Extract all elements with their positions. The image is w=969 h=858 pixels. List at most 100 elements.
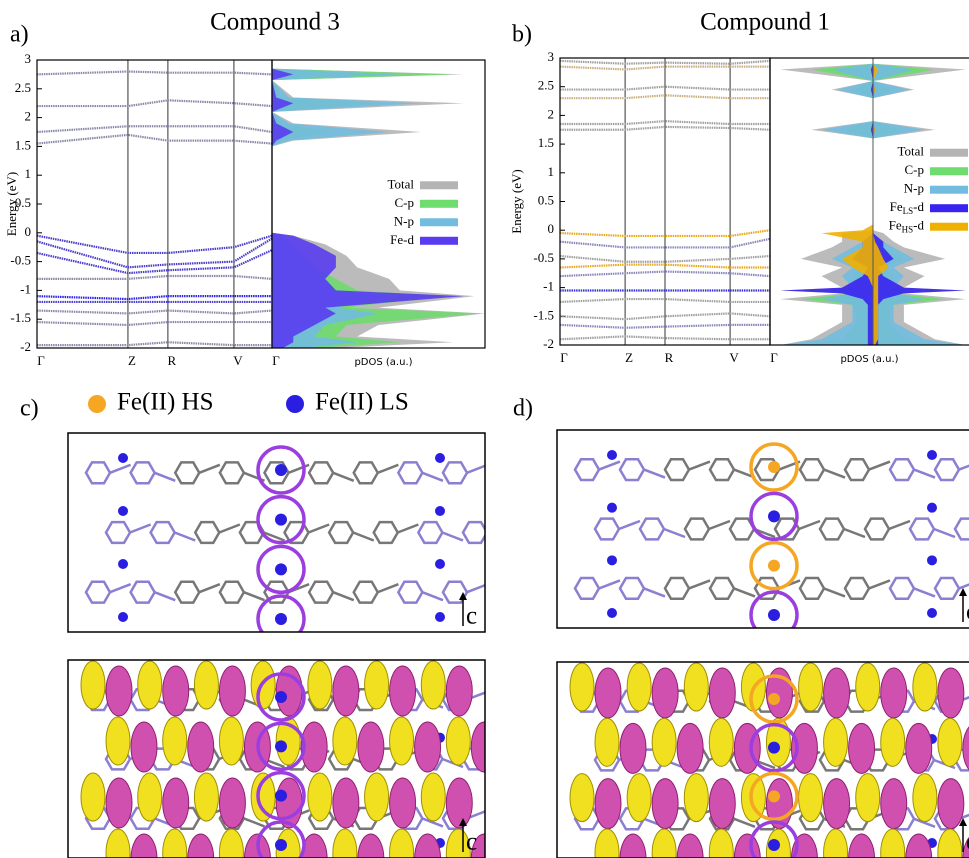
atom bbox=[435, 612, 445, 622]
bond bbox=[868, 579, 891, 590]
isosurface bbox=[880, 667, 908, 719]
legend-swatch bbox=[930, 222, 968, 231]
band bbox=[36, 234, 273, 255]
site-ring bbox=[256, 770, 306, 821]
band bbox=[36, 125, 273, 134]
atom bbox=[275, 691, 287, 703]
axis-label: c bbox=[966, 829, 969, 856]
bond bbox=[421, 591, 444, 602]
ring bbox=[708, 457, 736, 482]
panel-label: a) bbox=[10, 22, 29, 48]
site-ring bbox=[749, 722, 799, 773]
isosurface bbox=[619, 833, 647, 858]
isosurface bbox=[619, 722, 647, 774]
chart-title: Compound 1 bbox=[700, 9, 830, 36]
ring bbox=[953, 517, 969, 541]
x-tick-label: Z bbox=[128, 353, 136, 368]
band bbox=[37, 99, 273, 108]
isosurface bbox=[937, 828, 963, 858]
isosurface bbox=[708, 667, 736, 719]
legend-label-part: N-p bbox=[904, 181, 924, 196]
ring bbox=[618, 576, 646, 601]
atom bbox=[435, 559, 445, 569]
legend-label-part: Total bbox=[387, 176, 414, 191]
bond bbox=[243, 817, 265, 828]
x-tick-label: Γ bbox=[272, 353, 280, 368]
isosurface bbox=[193, 772, 219, 822]
ring bbox=[396, 580, 424, 604]
bond bbox=[598, 460, 621, 471]
bond bbox=[441, 531, 464, 542]
site-ring bbox=[256, 494, 306, 545]
isosurface bbox=[130, 721, 158, 773]
plot-frame bbox=[271, 59, 486, 349]
structure-image: c bbox=[556, 661, 969, 858]
ring bbox=[307, 461, 335, 485]
legend-label: FeHS-d bbox=[889, 218, 925, 235]
dos-area-down bbox=[780, 58, 873, 345]
ring bbox=[708, 576, 736, 601]
band bbox=[36, 237, 273, 269]
y-axis-label: Energy (eV) bbox=[4, 172, 19, 236]
legend-label-part: Fe-d bbox=[390, 232, 414, 247]
ring bbox=[798, 457, 826, 482]
bond bbox=[332, 471, 355, 482]
dos-area bbox=[272, 60, 464, 348]
ring bbox=[593, 517, 621, 541]
ring bbox=[396, 461, 424, 485]
ring bbox=[683, 517, 711, 541]
axis-label: c bbox=[466, 603, 477, 630]
bond bbox=[332, 591, 355, 602]
atom bbox=[927, 450, 937, 460]
isosurface bbox=[80, 660, 106, 710]
band bbox=[36, 320, 272, 327]
bond bbox=[958, 464, 969, 471]
isosurface bbox=[880, 778, 908, 830]
legend-label-part: Fe bbox=[889, 218, 902, 233]
atom bbox=[768, 609, 780, 621]
chart-title: Compound 3 bbox=[210, 9, 340, 36]
y-tick-label: -0.5 bbox=[10, 253, 31, 268]
structure-content bbox=[68, 660, 485, 858]
isosurface bbox=[855, 662, 881, 712]
bond bbox=[913, 587, 936, 598]
isosurface bbox=[250, 772, 276, 822]
legend-swatch bbox=[420, 199, 458, 208]
legend-label: Fe(II) HS bbox=[117, 389, 214, 416]
band bbox=[36, 309, 273, 315]
atom bbox=[927, 608, 937, 618]
isosurface bbox=[300, 721, 328, 773]
isosurface bbox=[798, 773, 824, 823]
isosurface bbox=[880, 717, 906, 767]
site-ring bbox=[749, 674, 799, 724]
legend-label: C-p bbox=[395, 195, 415, 210]
band bbox=[36, 249, 273, 275]
isosurface bbox=[357, 721, 385, 773]
isosurface bbox=[80, 772, 106, 822]
band bbox=[36, 295, 272, 301]
isosurface bbox=[420, 660, 446, 710]
legend-label: FeLS-d bbox=[890, 199, 925, 216]
isosurface bbox=[105, 716, 131, 766]
isosurface bbox=[332, 777, 360, 829]
ring bbox=[728, 517, 756, 541]
isosurface bbox=[218, 665, 246, 717]
x-tick-label: Γ bbox=[770, 350, 778, 365]
legend-swatch bbox=[930, 148, 968, 157]
y-tick-label: 3 bbox=[25, 51, 32, 66]
atom bbox=[768, 693, 780, 705]
bond bbox=[154, 471, 176, 482]
y-tick-label: 0.5 bbox=[538, 192, 554, 207]
y-tick-label: 0 bbox=[25, 224, 32, 239]
atom bbox=[607, 608, 617, 618]
isosurface bbox=[651, 717, 677, 767]
bond bbox=[643, 468, 666, 479]
band bbox=[37, 341, 272, 347]
isosurface bbox=[708, 828, 734, 858]
isosurface bbox=[651, 667, 679, 719]
bond bbox=[466, 464, 485, 474]
ring bbox=[753, 576, 781, 601]
bond bbox=[243, 591, 265, 602]
isosurface bbox=[740, 773, 766, 823]
axis-arrowhead bbox=[959, 818, 967, 826]
